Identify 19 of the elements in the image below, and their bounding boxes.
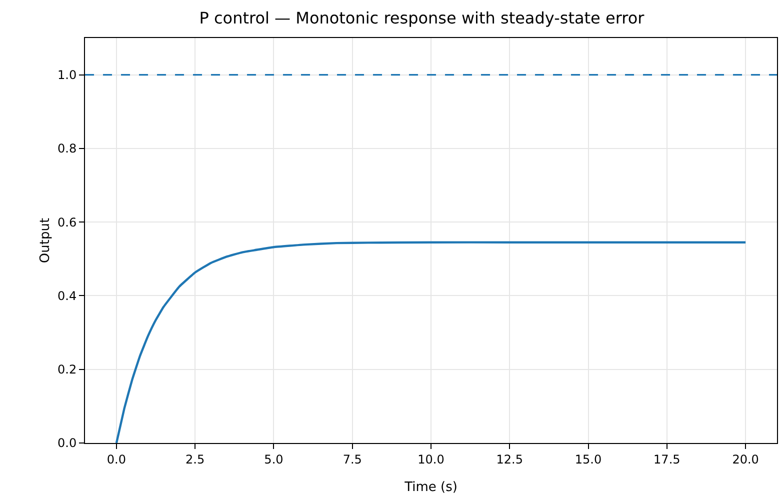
x-tick-label: 2.5: [186, 452, 205, 466]
x-tick-label: 10.0: [418, 452, 444, 466]
y-axis-title: Output: [38, 218, 53, 264]
x-tick-label: 0.0: [106, 452, 126, 466]
x-tick-label: 5.0: [264, 452, 284, 466]
y-tick-label: 0.4: [58, 288, 77, 303]
x-tick-label: 20.0: [732, 452, 759, 466]
y-tick-label: 0.2: [58, 362, 77, 377]
x-tick-label: 15.0: [574, 452, 602, 466]
chart-title: P control — Monotonic response with steady-state error: [199, 8, 645, 28]
y-tick-label: 0.8: [58, 142, 77, 156]
line-series: [115, 241, 747, 443]
x-tick-label: 7.5: [342, 452, 362, 466]
x-axis-title: Time (s): [404, 480, 458, 495]
y-tick-label: 0.6: [58, 215, 77, 230]
x-tick-label: 12.5: [496, 452, 523, 466]
y-tick-label: 0.0: [58, 436, 77, 450]
y-tick-label: 1.0: [58, 68, 77, 82]
x-tick-label: 17.5: [654, 452, 680, 466]
